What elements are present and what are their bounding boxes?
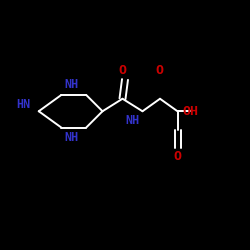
Text: NH: NH (126, 114, 140, 126)
Text: O: O (174, 150, 182, 163)
Text: O: O (156, 64, 164, 77)
Text: O: O (118, 64, 126, 77)
Text: NH: NH (64, 131, 78, 144)
Text: NH: NH (64, 78, 78, 92)
Text: HN: HN (16, 98, 31, 112)
Text: OH: OH (182, 105, 198, 118)
